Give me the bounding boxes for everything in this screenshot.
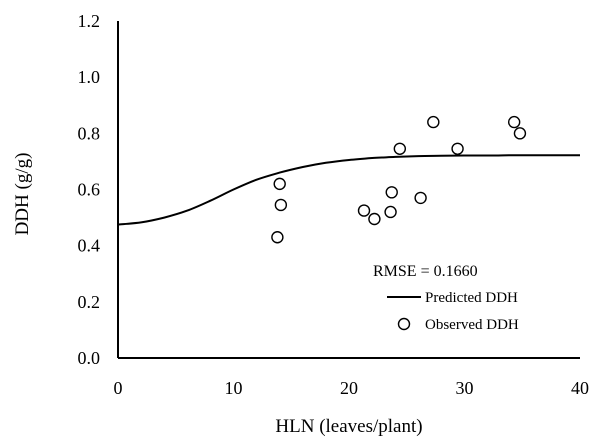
y-tick-label: 1.2 (78, 11, 101, 31)
legend-label-observed: Observed DDH (425, 317, 519, 333)
x-tick-label: 10 (225, 378, 243, 398)
observed-point (393, 142, 407, 155)
observed-point (513, 127, 527, 140)
observed-point (357, 204, 371, 217)
y-axis-title: DDH (g/g) (12, 153, 33, 236)
y-tick-label: 0.0 (78, 348, 101, 368)
observed-point (384, 205, 397, 219)
observed-point (507, 115, 521, 129)
x-tick-label: 30 (456, 378, 474, 398)
legend-label-predicted: Predicted DDH (425, 290, 518, 306)
observed-point (451, 142, 464, 155)
y-tick-label: 0.8 (78, 123, 101, 143)
y-tick-label: 0.4 (78, 236, 101, 256)
observed-point (385, 186, 398, 199)
observed-ddh-points (271, 115, 527, 244)
observed-point (273, 177, 286, 191)
legend-circle-swatch (397, 317, 411, 331)
predicted-ddh-line (117, 154, 580, 226)
observed-point (274, 198, 288, 212)
y-tick-label: 1.0 (78, 67, 101, 87)
observed-point (414, 191, 427, 205)
x-tick-label: 0 (114, 378, 123, 398)
y-tick-label: 0.2 (78, 292, 101, 312)
y-axis-ticks: 0.0 0.2 0.4 0.6 0.8 1.0 1.2 (78, 11, 101, 368)
x-tick-label: 20 (340, 378, 358, 398)
x-tick-label: 40 (571, 378, 589, 398)
observed-point (427, 115, 440, 129)
x-axis-ticks: 0 10 20 30 40 (114, 378, 590, 398)
observed-point (368, 212, 381, 226)
rmse-annotation: RMSE = 0.1660 (373, 263, 478, 280)
observed-point (271, 231, 284, 244)
y-tick-label: 0.6 (78, 180, 101, 200)
x-axis-title: HLN (leaves/plant) (275, 416, 422, 437)
legend: Predicted DDH Observed DDH (387, 290, 519, 333)
